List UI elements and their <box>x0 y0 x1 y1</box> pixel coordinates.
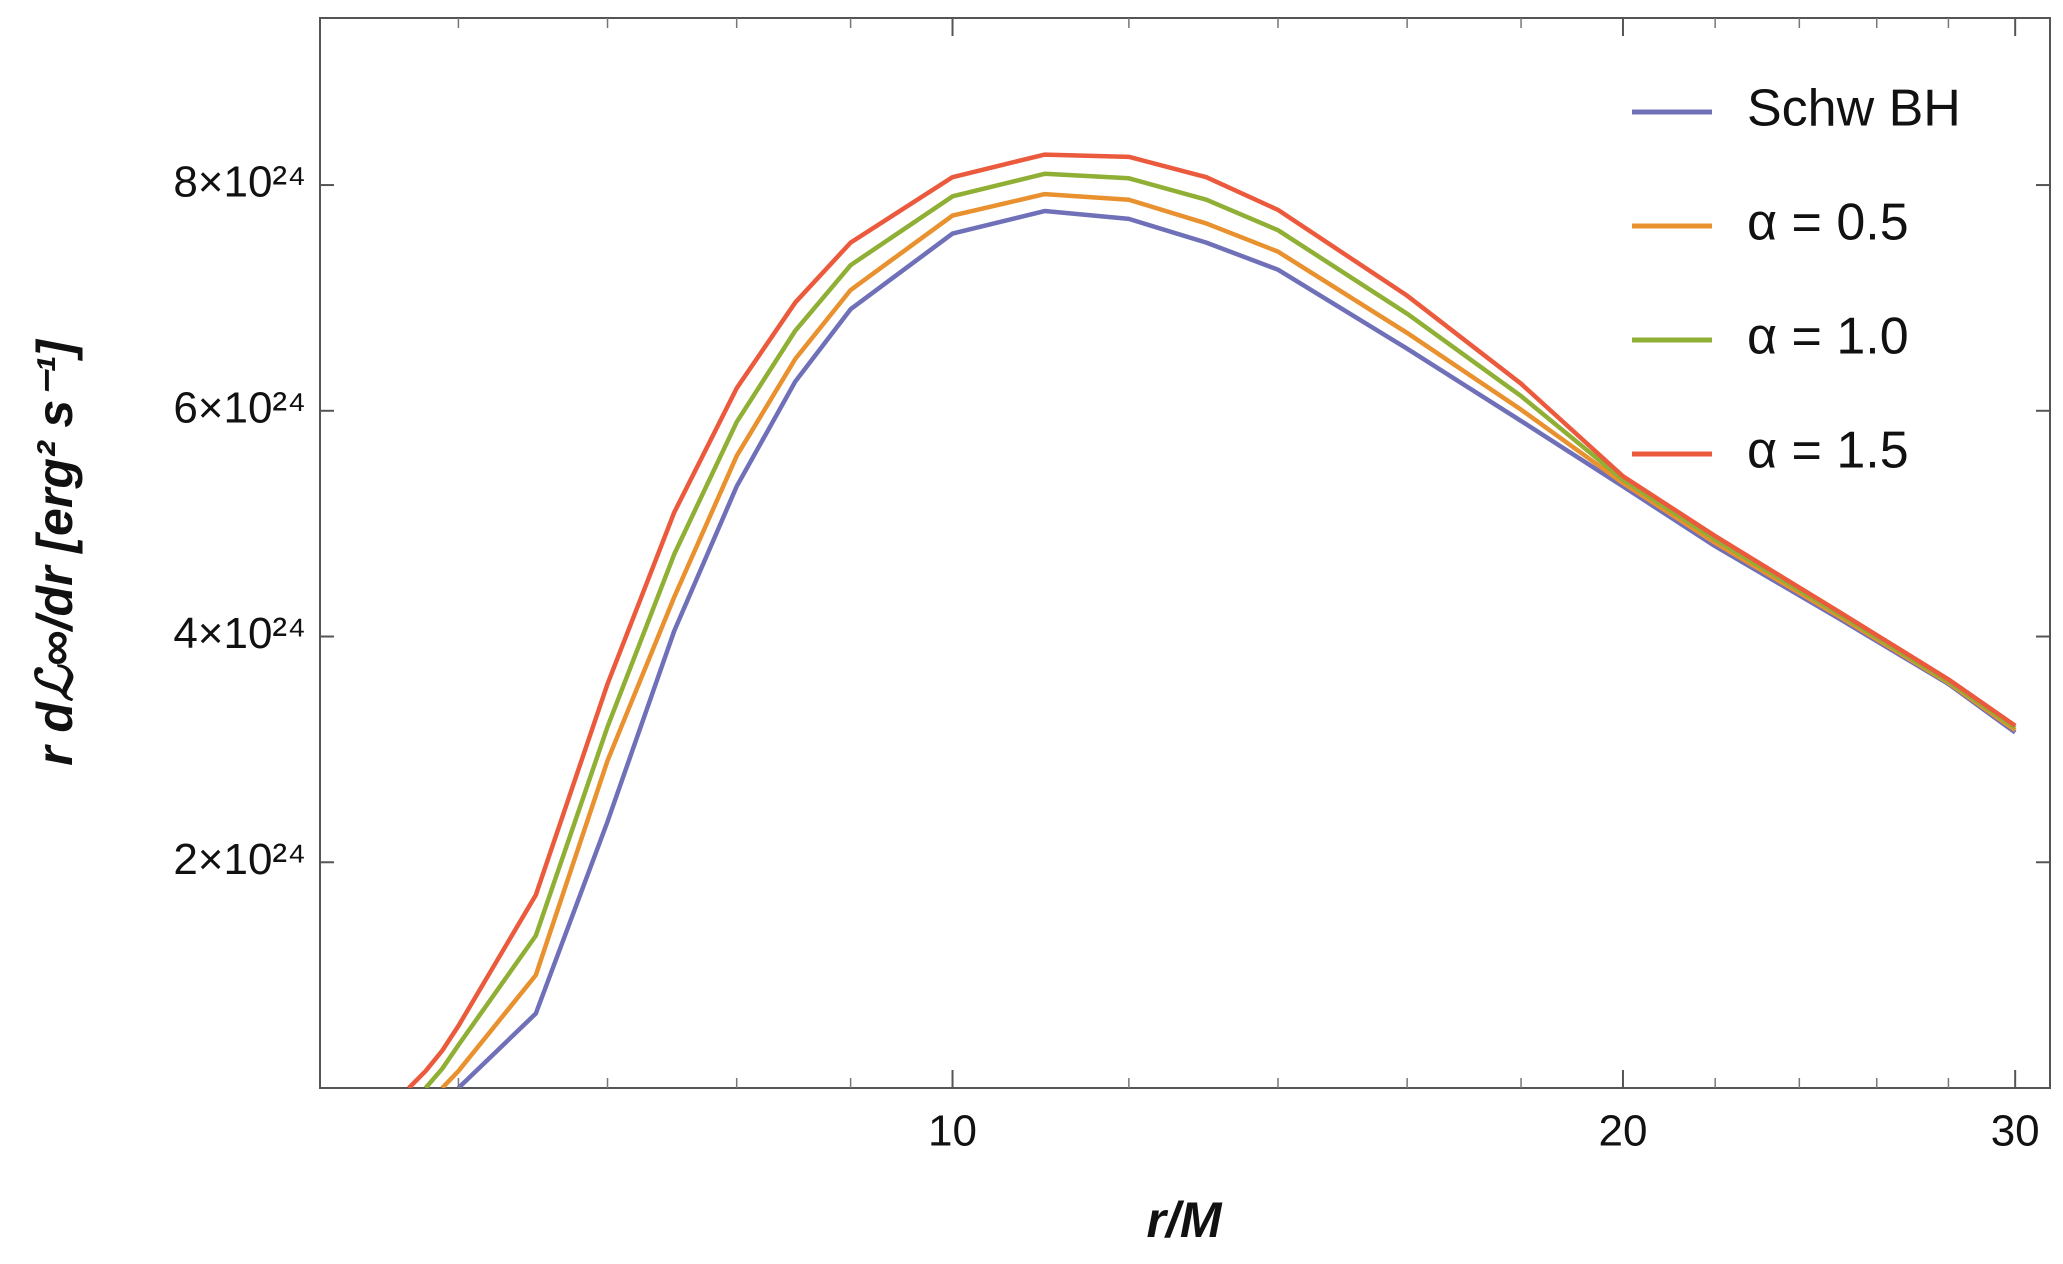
plot-frame <box>319 17 2051 1089</box>
y-tick-label: 4×10²⁴ <box>173 609 306 658</box>
x-tick-label: 20 <box>1598 1107 1647 1156</box>
x-tick-label: 30 <box>1991 1107 2040 1156</box>
y-tick-label: 8×10²⁴ <box>173 158 306 207</box>
series-line <box>456 208 2017 1088</box>
series-line <box>423 171 2017 1088</box>
x-axis-label: r/M <box>1147 1192 1223 1248</box>
y-tick-label: 6×10²⁴ <box>173 383 306 432</box>
series-line <box>407 152 2017 1088</box>
y-axis-label: r dℒ∞/dr [erg² s⁻¹] <box>27 338 83 766</box>
curves <box>407 152 2017 1088</box>
legend-label: α = 0.5 <box>1747 194 1909 252</box>
legend-label: α = 1.0 <box>1747 308 1909 366</box>
legend-label: Schw BH <box>1747 80 1961 138</box>
series-line <box>440 191 2017 1088</box>
y-tick-label: 2×10²⁴ <box>173 835 306 884</box>
legend-label: α = 1.5 <box>1747 422 1909 480</box>
x-tick-label: 10 <box>928 1107 977 1156</box>
